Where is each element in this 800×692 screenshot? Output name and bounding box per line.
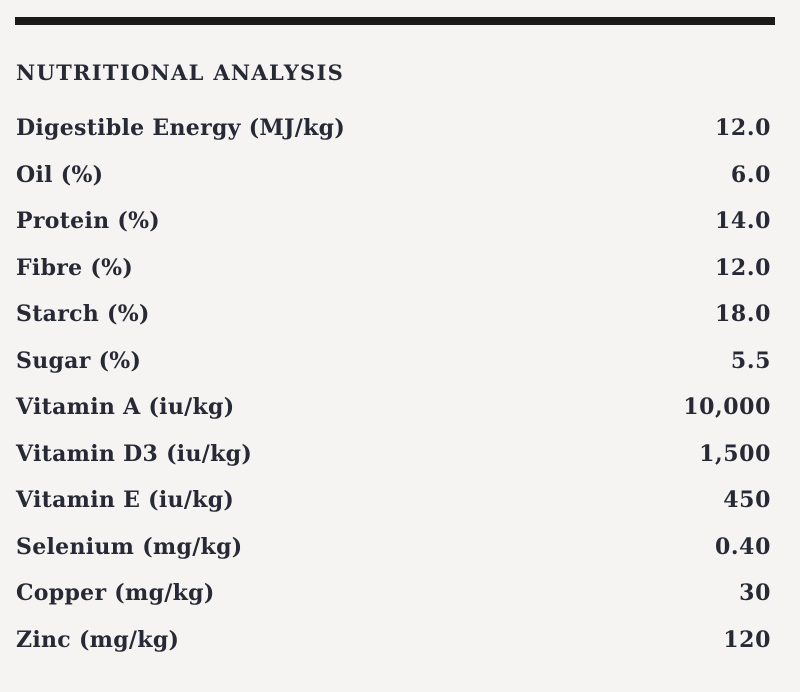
nutritional-analysis-panel: NUTRITIONAL ANALYSIS Digestible Energy (… — [0, 17, 800, 692]
nutrition-row: Copper (mg/kg) 30 — [16, 570, 771, 617]
nutrient-value: 5.5 — [730, 347, 771, 374]
nutrient-value: 30 — [739, 580, 771, 607]
nutrition-row: Zinc (mg/kg) 120 — [16, 617, 771, 664]
nutrient-value: 14.0 — [715, 208, 771, 235]
nutrient-value: 12.0 — [715, 254, 771, 281]
nutrition-row: Vitamin A (iu/kg) 10,000 — [16, 384, 771, 431]
nutrient-value: 12.0 — [715, 115, 771, 142]
nutrition-row: Selenium (mg/kg) 0.40 — [16, 524, 771, 571]
nutrient-value: 0.40 — [715, 533, 771, 560]
nutrition-row: Fibre (%) 12.0 — [16, 245, 771, 292]
nutrient-label: Selenium (mg/kg) — [16, 533, 243, 560]
nutrient-label: Zinc (mg/kg) — [16, 626, 180, 653]
nutrition-row: Sugar (%) 5.5 — [16, 338, 771, 385]
nutrient-label: Digestible Energy (MJ/kg) — [16, 115, 346, 142]
nutrient-label: Protein (%) — [16, 208, 161, 235]
nutrition-table: Digestible Energy (MJ/kg) 12.0 Oil (%) 6… — [16, 105, 771, 663]
nutrition-row: Protein (%) 14.0 — [16, 198, 771, 245]
nutrient-value: 450 — [723, 487, 771, 514]
nutrition-row: Vitamin D3 (iu/kg) 1,500 — [16, 431, 771, 478]
nutrient-value: 18.0 — [715, 301, 771, 328]
nutrient-label: Oil (%) — [16, 161, 104, 188]
nutrient-label: Starch (%) — [16, 301, 150, 328]
nutrition-row: Digestible Energy (MJ/kg) 12.0 — [16, 105, 771, 152]
nutrient-label: Vitamin A (iu/kg) — [16, 394, 235, 421]
nutrition-row: Vitamin E (iu/kg) 450 — [16, 477, 771, 524]
nutrient-value: 1,500 — [699, 440, 771, 467]
nutrient-label: Copper (mg/kg) — [16, 580, 215, 607]
nutrient-label: Vitamin D3 (iu/kg) — [16, 440, 253, 467]
nutrient-label: Vitamin E (iu/kg) — [16, 487, 235, 514]
nutrient-label: Sugar (%) — [16, 347, 142, 374]
nutrition-row: Oil (%) 6.0 — [16, 152, 771, 199]
nutrient-value: 120 — [723, 626, 771, 653]
nutrient-label: Fibre (%) — [16, 254, 134, 281]
section-title: NUTRITIONAL ANALYSIS — [16, 60, 345, 85]
nutrient-value: 10,000 — [683, 394, 771, 421]
nutrition-row: Starch (%) 18.0 — [16, 291, 771, 338]
nutrient-value: 6.0 — [730, 161, 771, 188]
top-divider-rule — [15, 17, 775, 25]
